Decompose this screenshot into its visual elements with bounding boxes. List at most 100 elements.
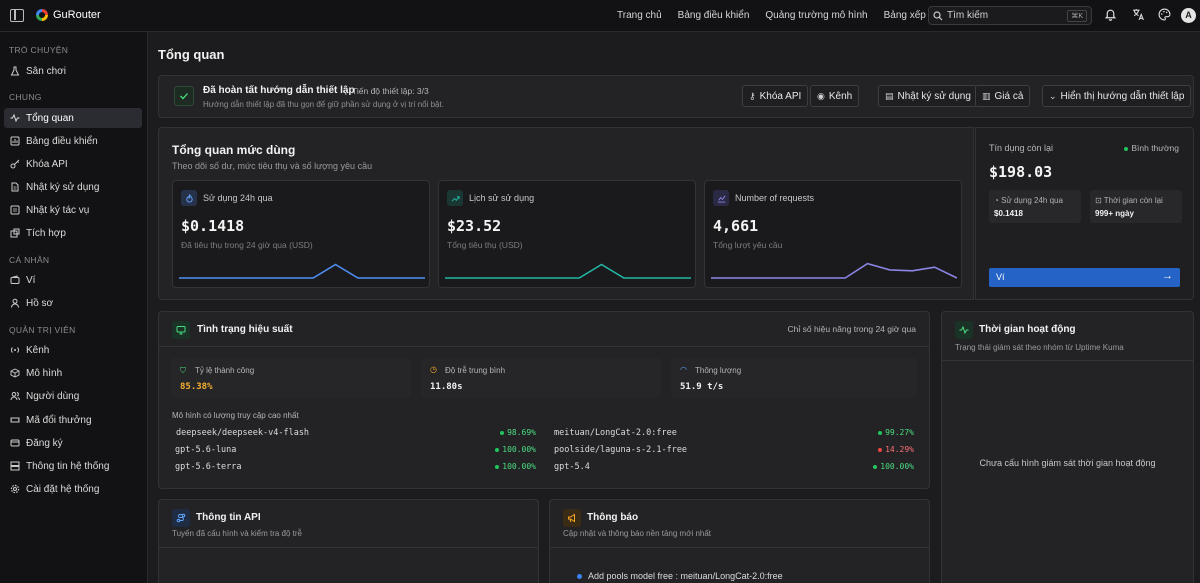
sidebar-item-label: Nhật ký sử dụng [26,181,100,193]
sidebar-item-label: Mô hình [26,367,63,379]
app-logo[interactable]: GuRouter [36,9,101,21]
button-label: Hiển thị hướng dẫn thiết lập [1060,90,1185,102]
sidebar-item-subscriptions[interactable]: Đăng ký [4,433,142,453]
show-setup-guide-button[interactable]: ⌄ Hiển thị hướng dẫn thiết lập [1042,85,1192,107]
sidebar-item-redeem-codes[interactable]: Mã đổi thưởng [4,410,142,430]
stat-subtitle: Tổng tiêu thụ (USD) [447,240,523,250]
sidebar-item-profile[interactable]: Hồ sơ [4,293,142,313]
usage-subtitle: Theo dõi số dư, mức tiêu thụ và số lượng… [172,161,373,171]
app-name: GuRouter [53,9,101,21]
search-input[interactable] [947,10,1057,21]
timer-icon: ◷ [430,365,437,374]
sidebar-item-playground[interactable]: Sân chơi [4,61,142,81]
credit-used-label: ◔ Sử dụng 24h qua [994,196,1063,205]
sidebar-item-users[interactable]: Người dùng [4,386,142,406]
usage-log-button[interactable]: ▤ Nhật ký sử dụng [878,85,978,107]
performance-title: Tình trạng hiệu suất [197,324,293,335]
performance-subtitle: Chỉ số hiệu năng trong 24 giờ qua [787,324,916,334]
sidebar-item-wallet[interactable]: Ví [4,270,142,290]
arrow-right-icon: → [1162,270,1173,282]
notice-text: Add pools model free : meituan/LongCat-2… [588,571,783,581]
wallet-button[interactable]: Ví → [989,268,1180,287]
sidebar-item-integration[interactable]: Tích hợp [4,223,142,243]
search-box[interactable]: ⌘K [928,6,1092,25]
gauge-icon: ◠ [680,365,687,374]
uptime-card: Thời gian hoạt động Trạng thái giám sát … [941,311,1194,583]
sidebar-item-task-log[interactable]: Nhật ký tác vụ [4,200,142,220]
model-name: meituan/LongCat-2.0:free [554,428,677,438]
sidebar-group-personal: CÁ NHÂN [9,255,50,265]
credit-time-value: 999+ ngày [1095,209,1134,218]
nav-leaderboard[interactable]: Bảng xếp hạng [883,10,951,21]
nav-dashboard[interactable]: Bảng điều khiển [677,10,750,21]
avatar[interactable]: A [1181,8,1196,23]
model-name: poolside/laguna-s-2.1-free [554,445,688,455]
list-icon [10,205,20,215]
sidebar-item-label: Thông tin hệ thống [26,460,110,472]
stat-label: Lịch sử sử dụng [469,193,535,203]
sidebar-item-label: Mã đổi thưởng [26,414,92,426]
flask-icon [10,66,20,76]
stat-label: Number of requests [735,193,815,203]
notices-subtitle: Cập nhật và thông báo nền tảng mới nhất [563,529,712,538]
palette-icon[interactable] [1156,8,1172,24]
search-shortcut: ⌘K [1067,10,1087,22]
radio-icon [10,345,20,355]
metric-success-rate: ⛉ Tỷ lệ thành công 85.38% [171,358,411,398]
sidebar-item-label: Kênh [26,344,50,356]
setup-title: Đã hoàn tất hướng dẫn thiết lập [203,85,355,96]
flame-icon [181,190,197,206]
performance-card: Tình trạng hiệu suất Chỉ số hiệu năng tr… [158,311,930,489]
uptime-subtitle: Trạng thái giám sát theo nhóm từ Uptime … [955,343,1124,352]
translate-icon[interactable] [1130,8,1146,24]
dashboard-icon [10,136,20,146]
sidebar-item-dashboard[interactable]: Bảng điều khiển [4,131,142,151]
top-nav: Trang chủ Bảng điều khiển Quảng trường m… [617,10,951,21]
status-dot [1124,146,1129,151]
sidebar-item-label: Hồ sơ [26,297,54,309]
sidebar-item-label: Sân chơi [26,65,66,77]
channels-button[interactable]: ◉ Kênh [810,85,860,107]
usage-24h-sparkline [179,263,425,279]
gear-icon [10,484,20,494]
setup-banner: Đã hoàn tất hướng dẫn thiết lập Tiến độ … [158,75,1194,118]
sidebar-group-admin: QUẢN TRỊ VIÊN [9,325,76,335]
credit-used-value: $0.1418 [994,209,1023,218]
key-icon: ⚷ [749,90,756,101]
sidebar-item-overview[interactable]: Tổng quan [4,108,142,128]
nav-home[interactable]: Trang chủ [617,10,662,21]
wallet-button-label: Ví [996,272,1005,282]
shield-icon: ⛉ [180,366,186,375]
sidebar-item-label: Bảng điều khiển [26,135,98,147]
wallet-icon [10,275,20,285]
sidebar-item-api-keys[interactable]: Khóa API [4,154,142,174]
sidebar-item-label: Cài đặt hệ thống [26,483,100,495]
sidebar-item-system-info[interactable]: Thông tin hệ thống [4,456,142,476]
sidebar-item-label: Đăng ký [26,437,63,449]
sparkline-path [711,262,957,279]
sidebar-item-label: Nhật ký tác vụ [26,204,90,216]
sidebar-item-usage-log[interactable]: Nhật ký sử dụng [4,177,142,197]
sidebar-item-label: Khóa API [26,158,68,170]
metric-value: 85.38% [180,382,213,392]
notices-title: Thông báo [587,512,639,523]
page-title: Tổng quan [158,47,225,62]
sidebar-item-models[interactable]: Mô hình [4,363,142,383]
model-name: gpt-5.6-terra [175,462,242,472]
nav-model-square[interactable]: Quảng trường mô hình [765,10,868,21]
api-keys-button[interactable]: ⚷ Khóa API [742,85,809,107]
button-label: Giá cả [994,90,1024,102]
pricing-button[interactable]: ▥ Giá cả [975,85,1031,107]
sidebar-item-system-settings[interactable]: Cài đặt hệ thống [4,479,142,499]
divider [159,547,538,548]
sidebar-item-channels[interactable]: Kênh [4,340,142,360]
sidebar-toggle-icon[interactable] [10,9,24,22]
model-rate: 14.29% [878,445,914,454]
stat-card-usage-history: Lịch sử sử dụng $23.52 Tổng tiêu thụ (US… [438,180,696,288]
model-rate: 100.00% [495,462,536,471]
activity-icon [10,113,20,123]
logo-icon [36,9,48,21]
metric-avg-latency: ◷ Độ trễ trung bình 11.80s [421,358,661,398]
notice-item[interactable]: Add pools model free : meituan/LongCat-2… [577,571,783,581]
bell-icon[interactable] [1102,8,1118,24]
